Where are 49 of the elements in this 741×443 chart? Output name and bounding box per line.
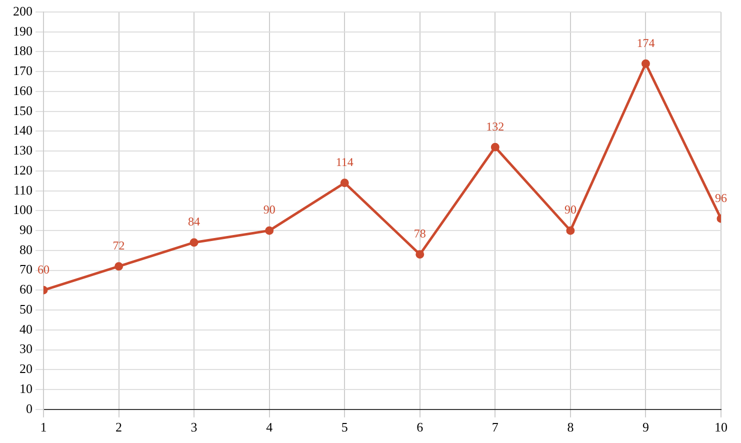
point bbox=[566, 226, 575, 235]
y-tick-label: 40 bbox=[20, 321, 32, 336]
point bbox=[114, 262, 124, 271]
x-tick-label: 7 bbox=[492, 420, 499, 435]
y-tick-label: 130 bbox=[13, 142, 32, 158]
y-tick-label: 50 bbox=[20, 301, 32, 316]
y-tick-label: 180 bbox=[13, 43, 32, 58]
x-tick-label: 3 bbox=[190, 420, 198, 435]
y-tick-label: 10 bbox=[20, 380, 32, 396]
x-tick-label: 8 bbox=[567, 420, 574, 435]
x-tick-label: 6 bbox=[416, 420, 424, 435]
x-tick-label: 2 bbox=[116, 420, 122, 435]
data-label: 132 bbox=[486, 119, 504, 134]
point bbox=[416, 250, 424, 259]
y-tick-label: 30 bbox=[20, 341, 32, 356]
y-tick-label: 20 bbox=[20, 361, 32, 376]
y-tick-label: 100 bbox=[13, 202, 32, 218]
y-tick-label: 140 bbox=[13, 122, 32, 138]
point bbox=[190, 238, 198, 247]
y-tick-label: 60 bbox=[20, 282, 32, 297]
data-label: 84 bbox=[188, 214, 200, 229]
data-label: 174 bbox=[636, 36, 655, 50]
y-tick-label: 80 bbox=[20, 242, 32, 257]
y-tick-label: 160 bbox=[13, 82, 32, 98]
x-tick-label: 10 bbox=[714, 420, 728, 435]
x-tick-label: 1 bbox=[40, 420, 47, 435]
point bbox=[641, 59, 650, 68]
data-label: 60 bbox=[38, 262, 50, 276]
point bbox=[340, 178, 349, 188]
data-label: 96 bbox=[715, 190, 727, 205]
y-tick-label: 90 bbox=[20, 222, 32, 237]
y-tick-label: 120 bbox=[13, 162, 32, 178]
y-tick-label: 110 bbox=[13, 182, 32, 198]
point bbox=[490, 142, 500, 152]
data-label: 90 bbox=[564, 202, 576, 217]
data-label: 90 bbox=[263, 202, 276, 217]
data-label: 78 bbox=[414, 226, 426, 241]
y-tick-label: 0 bbox=[26, 400, 32, 416]
x-tick-label: 5 bbox=[341, 420, 348, 435]
y-tick-label: 200 bbox=[13, 3, 32, 18]
y-tick-label: 70 bbox=[20, 262, 32, 277]
data-label: 114 bbox=[336, 155, 354, 170]
y-tick-label: 150 bbox=[13, 102, 32, 118]
x-tick-label: 9 bbox=[642, 420, 649, 435]
point bbox=[265, 226, 274, 235]
x-tick-label: 4 bbox=[266, 420, 274, 435]
y-tick-label: 190 bbox=[13, 23, 32, 38]
data-label: 72 bbox=[112, 238, 125, 252]
y-tick-label: 170 bbox=[13, 63, 32, 78]
